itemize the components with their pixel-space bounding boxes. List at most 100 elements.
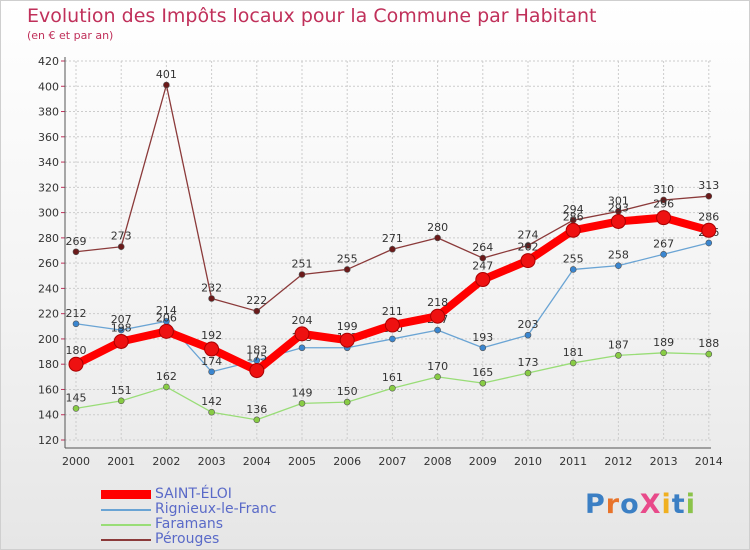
data-label: 188: [698, 337, 719, 350]
data-label: 296: [653, 198, 674, 211]
data-point: [434, 373, 441, 381]
data-label: 175: [246, 351, 267, 364]
data-label: 199: [337, 320, 358, 333]
data-point: [701, 222, 717, 238]
data-label: 222: [246, 294, 267, 307]
data-label: 286: [698, 210, 719, 223]
legend-label: Pérouges: [155, 531, 220, 547]
logo-letter: t: [671, 489, 686, 520]
legend-label: Rignieux-le-Franc: [155, 501, 277, 517]
y-tick-label: 240: [38, 282, 59, 295]
data-label: 165: [472, 366, 493, 379]
x-tick-label: 2008: [424, 455, 452, 468]
legend-item: Faramans: [101, 516, 361, 532]
data-label: 204: [292, 314, 313, 327]
data-point: [384, 317, 400, 333]
data-point: [660, 196, 667, 204]
y-tick-label: 260: [38, 257, 59, 270]
data-label: 401: [156, 68, 177, 81]
data-point: [72, 405, 80, 412]
data-label: 264: [472, 241, 493, 254]
data-label: 273: [111, 230, 132, 243]
data-point: [524, 331, 532, 339]
data-label: 145: [66, 391, 87, 404]
data-point: [475, 272, 491, 288]
data-point: [208, 295, 215, 302]
data-point: [163, 383, 170, 391]
data-label: 189: [653, 336, 674, 349]
data-label: 149: [292, 386, 313, 399]
y-tick-label: 380: [38, 106, 59, 119]
data-point: [656, 210, 672, 226]
data-label: 203: [518, 318, 539, 331]
legend-label: Faramans: [155, 516, 224, 532]
data-label: 136: [246, 403, 267, 416]
y-tick-label: 340: [38, 156, 59, 169]
data-point: [434, 326, 441, 334]
chart-title: Evolution des Impôts locaux pour la Comm…: [27, 5, 597, 27]
x-tick-label: 2012: [604, 455, 632, 468]
data-point: [68, 356, 84, 372]
data-label: 247: [472, 260, 493, 273]
x-tick-label: 2000: [62, 455, 90, 468]
legend-swatch: [101, 524, 151, 526]
data-label: 180: [66, 344, 87, 357]
data-point: [569, 359, 577, 367]
data-label: 207: [111, 313, 132, 326]
x-tick-label: 2009: [469, 455, 497, 468]
data-label: 173: [518, 356, 539, 369]
data-point: [72, 248, 80, 256]
legend: SAINT-ÉLOI Rignieux-le-Franc Faramans Pérou…: [101, 486, 361, 547]
data-point: [72, 320, 80, 328]
data-point: [117, 397, 125, 405]
data-label: 262: [518, 241, 539, 254]
data-point: [430, 308, 446, 324]
data-point: [660, 250, 667, 258]
data-label: 170: [427, 360, 448, 373]
data-point: [569, 266, 577, 273]
data-point: [208, 368, 215, 376]
data-point: [343, 266, 351, 273]
data-label: 192: [201, 329, 222, 342]
data-label: 258: [608, 249, 629, 262]
data-point: [389, 245, 396, 253]
data-label: 255: [563, 252, 584, 265]
y-tick-label: 160: [38, 383, 59, 396]
data-label: 162: [156, 370, 177, 383]
legend-label: SAINT-ÉLOI: [155, 486, 232, 502]
data-label: 301: [608, 194, 629, 207]
x-tick-label: 2013: [650, 455, 678, 468]
data-point: [479, 379, 487, 387]
data-label: 286: [563, 210, 584, 223]
logo-letter: i: [661, 489, 672, 520]
data-point: [253, 307, 261, 315]
data-point: [434, 234, 441, 242]
data-label: 269: [66, 235, 87, 248]
data-label: 294: [563, 203, 584, 216]
data-point: [298, 344, 306, 352]
data-point: [389, 335, 396, 343]
data-point: [610, 213, 626, 229]
data-point: [479, 344, 487, 352]
y-tick-label: 120: [38, 434, 59, 447]
legend-item: Rignieux-le-Franc: [101, 501, 361, 517]
data-point: [294, 326, 310, 342]
data-point: [117, 243, 125, 251]
proxiti-logo: ProXiti: [585, 489, 696, 520]
logo-letter: X: [639, 489, 662, 520]
y-tick-label: 360: [38, 131, 59, 144]
data-label: 271: [382, 232, 403, 245]
legend-swatch: [101, 509, 151, 511]
data-point: [660, 349, 667, 357]
data-label: 313: [698, 179, 719, 192]
data-point: [204, 341, 220, 357]
logo-letter: P: [585, 489, 606, 520]
y-tick-label: 400: [38, 80, 59, 93]
data-point: [524, 242, 532, 249]
data-point: [158, 323, 174, 339]
data-label: 193: [472, 331, 493, 344]
legend-item: SAINT-ÉLOI: [101, 486, 361, 502]
data-label: 174: [201, 355, 222, 368]
